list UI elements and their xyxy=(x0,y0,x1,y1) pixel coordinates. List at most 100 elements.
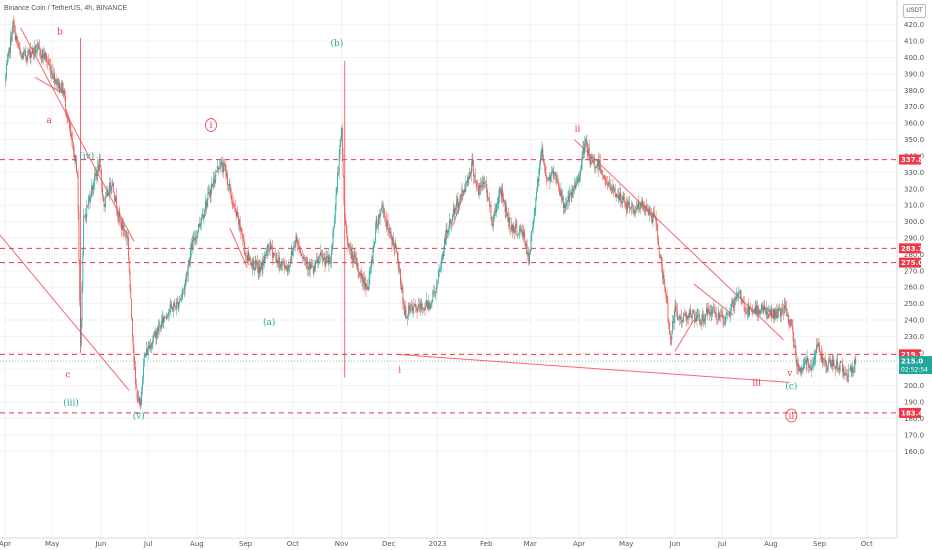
candle xyxy=(785,301,787,311)
candle-body xyxy=(531,230,533,236)
candle-body xyxy=(396,245,398,252)
candle xyxy=(790,319,792,327)
candle xyxy=(424,302,426,316)
candle-body xyxy=(184,282,186,291)
candle-body xyxy=(428,302,430,309)
candle xyxy=(610,179,611,192)
candle-body xyxy=(533,220,534,228)
candle-body xyxy=(547,179,549,181)
candle xyxy=(262,253,264,275)
x-tick-label: Sep xyxy=(813,540,827,548)
candle xyxy=(837,354,839,373)
candle xyxy=(554,171,556,180)
candle xyxy=(617,187,619,205)
candle xyxy=(799,365,801,374)
candle xyxy=(681,320,683,329)
candle xyxy=(78,205,80,265)
candle xyxy=(206,198,208,210)
candle xyxy=(439,267,441,272)
candle xyxy=(525,240,526,248)
candle-body xyxy=(135,367,136,385)
candle-body xyxy=(486,188,488,198)
candle-body xyxy=(33,51,35,54)
candle-body xyxy=(824,359,826,363)
candle xyxy=(153,332,155,344)
candle xyxy=(225,159,227,182)
candle xyxy=(474,172,475,184)
candle-body xyxy=(15,36,17,40)
candle xyxy=(110,185,112,196)
candle xyxy=(164,314,166,323)
candle-body xyxy=(38,45,40,47)
candle xyxy=(338,165,339,177)
candle-body xyxy=(451,220,453,224)
candle-body xyxy=(533,211,535,221)
candle xyxy=(709,305,710,322)
candle-body xyxy=(212,183,213,187)
candle xyxy=(100,165,102,176)
wave-label-circle xyxy=(205,118,217,132)
candle-body xyxy=(696,315,698,322)
candle xyxy=(499,185,501,203)
candle xyxy=(726,311,728,315)
candle xyxy=(487,190,489,202)
candle xyxy=(778,305,780,318)
candle-body xyxy=(331,245,333,253)
candle-body xyxy=(625,204,627,210)
candle-body xyxy=(772,309,774,319)
candle xyxy=(436,279,438,294)
candle-body xyxy=(539,163,541,170)
candle xyxy=(525,240,527,255)
candle-body xyxy=(36,44,38,51)
candle xyxy=(816,338,817,356)
candle-body xyxy=(31,52,33,55)
candle-body xyxy=(767,311,769,312)
candle-body xyxy=(297,243,299,245)
candle-body xyxy=(821,354,823,363)
candle xyxy=(382,201,384,219)
level-badge-label: 337.8 xyxy=(901,156,923,164)
candle-body xyxy=(544,162,545,167)
candle-body xyxy=(477,185,478,186)
currency-button[interactable]: USDT xyxy=(903,4,926,18)
candle xyxy=(737,292,739,299)
candle-body xyxy=(425,306,427,311)
candle xyxy=(391,234,393,253)
candle-body xyxy=(311,265,313,268)
candle-body xyxy=(789,323,791,326)
candle-body xyxy=(182,289,184,294)
candle xyxy=(769,308,771,317)
candle-body xyxy=(496,203,498,204)
candle-body xyxy=(46,55,48,62)
candle xyxy=(772,309,774,324)
candle xyxy=(176,297,178,305)
candle xyxy=(279,252,280,273)
candle-body xyxy=(319,252,321,257)
candle xyxy=(257,260,259,280)
candle-body xyxy=(249,257,251,265)
candle xyxy=(618,193,620,201)
candle-body xyxy=(205,201,207,208)
candle xyxy=(192,233,194,255)
candle xyxy=(457,191,459,214)
x-tick-label: Aug xyxy=(764,540,778,548)
candle xyxy=(69,116,70,133)
candle xyxy=(512,224,514,234)
candle-body xyxy=(514,227,515,233)
candle xyxy=(52,74,54,80)
candle xyxy=(238,212,239,230)
candle-body xyxy=(371,259,373,262)
candle xyxy=(408,302,410,314)
candle xyxy=(536,176,538,193)
x-tick-label: Mar xyxy=(524,540,537,548)
candle xyxy=(215,169,217,184)
candle xyxy=(566,196,567,211)
candle xyxy=(323,252,325,260)
candle xyxy=(365,275,367,297)
candle-body xyxy=(838,368,839,370)
candle xyxy=(414,303,416,306)
candle xyxy=(186,271,188,284)
candle xyxy=(334,213,335,228)
